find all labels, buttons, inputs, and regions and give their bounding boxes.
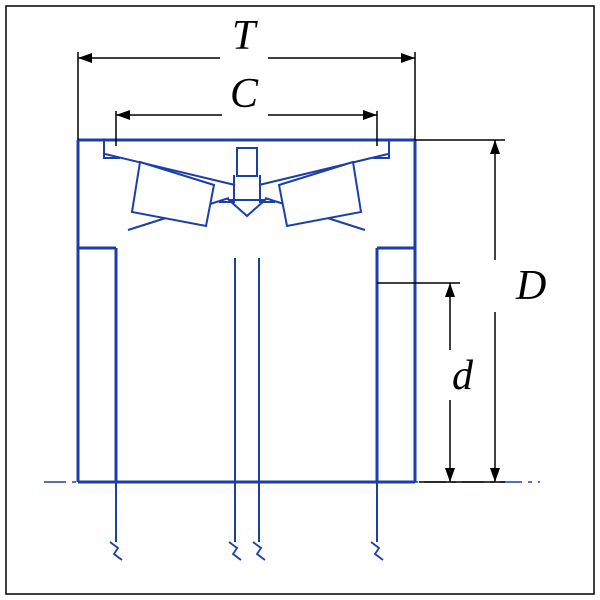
diagram-stage: T C D d: [0, 0, 600, 600]
label-T: T: [232, 12, 255, 60]
label-d: d: [452, 352, 473, 400]
label-C: C: [230, 70, 258, 118]
bearing-diagram-svg: [0, 0, 600, 600]
label-D: D: [516, 262, 546, 310]
